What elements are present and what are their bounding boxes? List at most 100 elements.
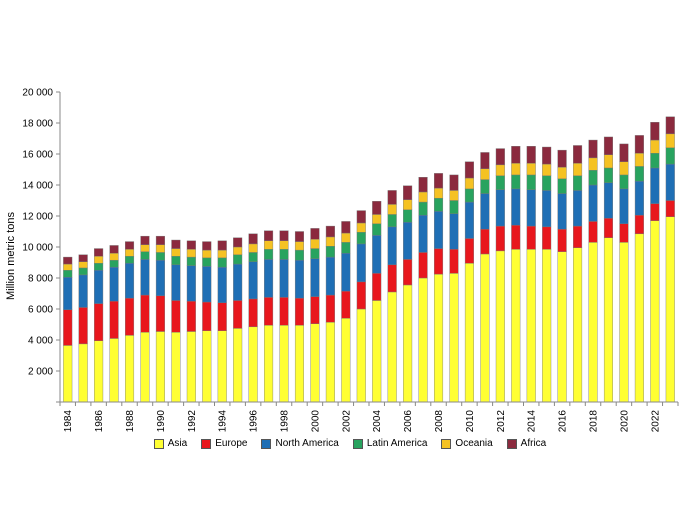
y-tick-label: 10 000	[22, 243, 53, 254]
bar-segment-europe	[233, 300, 243, 329]
bar-segment-north-america	[325, 256, 335, 296]
bar-segment-north-america	[171, 264, 181, 301]
bar-segment-africa	[665, 116, 675, 135]
x-tick-label: 1998	[280, 410, 291, 433]
bars	[63, 116, 675, 403]
bar-segment-europe	[634, 215, 644, 235]
bar-segment-oceania	[279, 240, 289, 250]
bar-segment-europe	[557, 228, 567, 252]
bar-segment-asia	[186, 331, 196, 403]
bar-segment-north-america	[356, 243, 366, 283]
bar-segment-africa	[557, 149, 567, 168]
bar-segment-north-america	[480, 193, 490, 230]
bar-segment-latin-america	[650, 153, 660, 169]
bar-segment-north-america	[186, 265, 196, 302]
bar-segment-asia	[310, 323, 320, 403]
bar-segment-europe	[202, 301, 212, 331]
bar-segment-oceania	[526, 163, 536, 176]
bar-segment-oceania	[449, 190, 459, 201]
bar-segment-latin-america	[264, 249, 274, 260]
bar-segment-asia	[634, 233, 644, 403]
bar-segment-europe	[511, 225, 521, 250]
bar-segment-latin-america	[480, 179, 490, 194]
bar-segment-north-america	[619, 188, 629, 224]
bar-segment-asia	[619, 242, 629, 403]
bar-segment-asia	[418, 277, 428, 403]
legend-label: North America	[275, 438, 339, 449]
bar-segment-asia	[665, 216, 675, 403]
bar-segment-europe	[650, 203, 660, 221]
bar-segment-africa	[464, 161, 474, 179]
bar-segment-north-america	[202, 266, 212, 303]
bar-segment-europe	[372, 273, 382, 301]
legend-item-europe: Europe	[201, 438, 247, 449]
bar-segment-asia	[557, 251, 567, 403]
legend-swatch	[506, 438, 517, 449]
bar-segment-latin-america	[372, 223, 382, 236]
bar-segment-north-america	[573, 190, 583, 227]
legend-swatch	[201, 438, 212, 449]
bar-segment-latin-america	[449, 200, 459, 214]
bar-segment-oceania	[557, 166, 567, 180]
bar-segment-north-america	[449, 213, 459, 250]
bar-segment-oceania	[542, 163, 552, 176]
y-tick-label: 2 000	[28, 367, 53, 378]
bar-segment-asia	[603, 237, 614, 403]
bar-segment-africa	[403, 185, 413, 200]
bar-segment-africa	[264, 230, 274, 242]
bar-segment-latin-america	[588, 170, 598, 186]
bar-segment-asia	[294, 325, 305, 403]
bar-segment-africa	[619, 143, 629, 162]
x-tick-label: 2008	[434, 410, 445, 433]
legend-swatch	[261, 438, 272, 449]
bar-segment-north-america	[495, 189, 505, 227]
bar-segment-africa	[155, 235, 165, 245]
bar-segment-north-america	[403, 221, 413, 260]
bar-segment-africa	[542, 146, 552, 165]
x-tick-label: 1996	[249, 410, 260, 433]
bar-segment-asia	[511, 249, 521, 403]
bar-segment-latin-america	[619, 174, 629, 190]
bar-segment-north-america	[248, 261, 258, 300]
bar-segment-asia	[63, 345, 73, 403]
bar-segment-north-america	[294, 259, 305, 299]
bar-segment-africa	[449, 174, 459, 191]
bar-segment-europe	[310, 296, 320, 324]
bar-segment-latin-america	[418, 201, 428, 216]
x-tick-label: 1986	[94, 410, 105, 433]
bar-segment-oceania	[186, 249, 196, 258]
bar-segment-latin-america	[403, 209, 413, 223]
bar-segment-north-america	[124, 263, 135, 299]
bar-segment-africa	[387, 190, 397, 205]
bar-segment-north-america	[109, 266, 119, 302]
x-tick-label: 1984	[63, 410, 74, 433]
x-tick-label: 2012	[496, 410, 507, 433]
bar-segment-asia	[171, 332, 181, 403]
bar-segment-europe	[325, 294, 335, 323]
bar-segment-latin-america	[341, 242, 351, 254]
bar-segment-asia	[78, 343, 88, 403]
x-tick-label: 1988	[125, 410, 136, 433]
bar-segment-asia	[542, 249, 552, 403]
bar-segment-oceania	[109, 252, 119, 261]
legend-item-oceania: Oceania	[441, 438, 493, 449]
bar-segment-latin-america	[634, 166, 644, 182]
y-axis-label-wrapper: Million metric tons	[5, 211, 17, 300]
bar-segment-asia	[573, 247, 583, 403]
y-tick-label: 8 000	[28, 274, 53, 285]
bar-segment-europe	[186, 301, 196, 332]
legend-item-asia: Asia	[153, 438, 187, 449]
bar-segment-north-america	[433, 211, 444, 249]
legend-swatch	[153, 438, 164, 449]
bar-segment-oceania	[264, 240, 274, 250]
y-axis-label: Million metric tons	[5, 211, 17, 300]
bar-segment-oceania	[634, 153, 644, 167]
bar-segment-oceania	[124, 249, 135, 257]
bar-segment-oceania	[464, 177, 474, 190]
bar-segment-oceania	[310, 239, 320, 249]
bar-segment-africa	[526, 146, 536, 164]
bar-segment-africa	[63, 256, 73, 265]
bar-segment-asia	[325, 321, 335, 403]
bar-segment-oceania	[619, 161, 629, 176]
y-tick-label: 4 000	[28, 336, 53, 347]
